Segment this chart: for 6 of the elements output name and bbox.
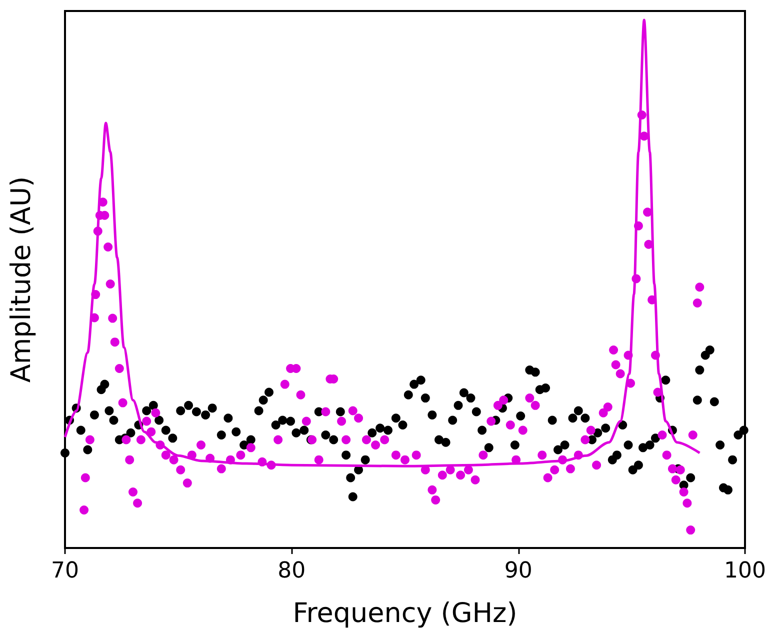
y-axis-title: Amplitude (AU) (6, 176, 37, 383)
x-tick-label: 70 (51, 558, 79, 584)
x-axis-title: Frequency (GHz) (292, 598, 518, 629)
x-tick-label: 100 (724, 558, 766, 584)
x-tick-label: 90 (504, 558, 532, 584)
x-tick-label: 80 (278, 558, 306, 584)
